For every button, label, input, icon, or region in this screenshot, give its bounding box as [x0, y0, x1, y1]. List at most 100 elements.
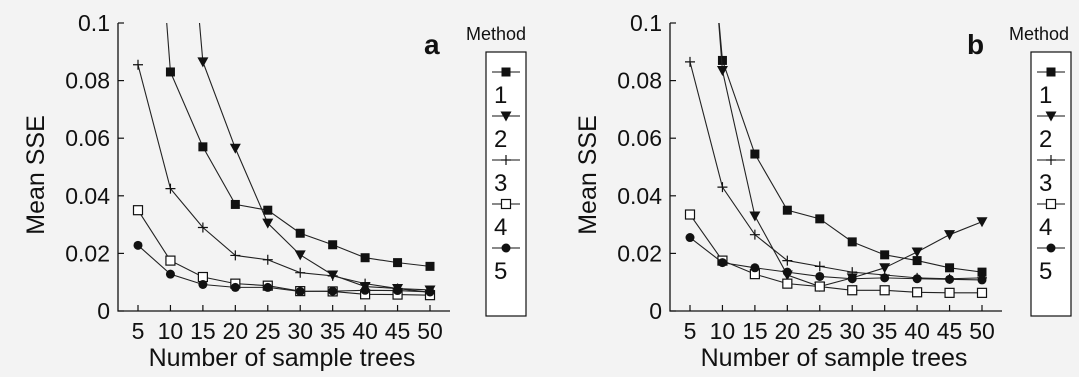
series-5 — [133, 240, 435, 297]
series-2 — [197, 23, 436, 296]
legend-label: 1 — [1039, 82, 1052, 109]
data-point — [295, 286, 305, 296]
series-line-3 — [137, 64, 431, 293]
legend-entry-2: 2 — [492, 111, 520, 153]
legend-entry-1: 1 — [1037, 67, 1065, 109]
legend-label: 3 — [1039, 170, 1052, 197]
x-tick-label: 50 — [417, 318, 443, 344]
legend-marker — [1046, 243, 1056, 253]
data-point — [750, 263, 760, 273]
series-4 — [684, 209, 988, 298]
legend-marker — [1046, 67, 1056, 77]
data-point — [230, 250, 241, 261]
y-tick-label: 0.1 — [630, 10, 662, 36]
series-line-4 — [689, 214, 982, 294]
y-tick-label: 0.02 — [617, 240, 662, 266]
data-point — [685, 233, 695, 243]
legend-label: 1 — [494, 82, 507, 109]
data-point — [814, 261, 825, 272]
series-line-3 — [689, 61, 983, 280]
x-tick-label: 30 — [839, 318, 865, 344]
x-tick-label: 45 — [937, 318, 963, 344]
series-line-5 — [137, 244, 431, 293]
series-line-1 — [166, 23, 431, 267]
data-point — [749, 229, 760, 240]
series-1 — [165, 23, 435, 271]
y-tick-label: 0 — [97, 298, 110, 324]
data-point — [165, 269, 175, 279]
data-point — [945, 274, 955, 284]
legend-label: 4 — [1039, 214, 1052, 241]
data-point — [814, 281, 825, 292]
series-3 — [685, 56, 987, 284]
series-1 — [717, 23, 987, 277]
data-point — [230, 199, 240, 209]
data-point — [716, 66, 728, 77]
legend-label: 2 — [494, 126, 507, 153]
legend-marker — [500, 111, 512, 122]
x-tick-label: 20 — [223, 318, 249, 344]
data-point — [717, 258, 727, 268]
data-point — [230, 282, 240, 292]
data-point — [263, 282, 273, 292]
x-tick-label: 40 — [352, 318, 378, 344]
data-point — [198, 280, 208, 290]
legend-title: Method — [466, 24, 526, 44]
legend-label: 3 — [494, 170, 507, 197]
x-tick-label: 10 — [158, 318, 184, 344]
series-2 — [716, 23, 988, 293]
legend-label: 2 — [1039, 126, 1052, 153]
data-point — [133, 240, 143, 250]
series-line-4 — [137, 209, 431, 296]
data-point — [393, 286, 403, 296]
y-tick-label: 0.04 — [65, 183, 110, 209]
data-point — [847, 274, 857, 284]
data-point — [133, 59, 143, 70]
series-line-2 — [718, 23, 983, 288]
data-point — [360, 285, 370, 295]
series-line-5 — [689, 237, 983, 281]
x-tick-label: 20 — [775, 318, 801, 344]
data-point — [684, 209, 696, 220]
y-tick-label: 0 — [649, 298, 662, 324]
data-point — [750, 149, 760, 159]
legend-entry-5: 5 — [1037, 243, 1065, 285]
data-point — [815, 271, 825, 281]
data-point — [911, 247, 923, 258]
data-point — [295, 228, 305, 238]
chart-panel-b: 00.020.040.060.080.15 10 15 20 25 30 35 40 45 50N… — [574, 10, 1072, 372]
x-tick-label: 35 — [320, 318, 346, 344]
x-tick-label: 30 — [287, 318, 313, 344]
x-axis-title: Number of sample trees — [701, 344, 968, 372]
legend-marker — [1045, 198, 1057, 210]
axes-frame — [117, 23, 450, 312]
legend-entry-4: 4 — [492, 198, 520, 241]
data-point — [717, 182, 728, 193]
data-point — [425, 261, 435, 271]
data-point — [879, 285, 890, 296]
data-point — [294, 250, 306, 261]
data-point — [847, 237, 857, 247]
legend-marker — [501, 243, 511, 253]
x-tick-label: 10 — [710, 318, 736, 344]
data-point — [132, 205, 144, 216]
panel-letter: b — [967, 29, 984, 60]
x-tick-label: 45 — [385, 318, 411, 344]
legend-marker — [1045, 111, 1057, 122]
legend-entry-4: 4 — [1037, 198, 1065, 241]
legend: 1 2 3 4 5 — [485, 51, 527, 317]
data-point — [782, 267, 792, 277]
y-axis-title: Mean SSE — [574, 115, 602, 235]
data-point — [976, 217, 988, 228]
data-point — [815, 214, 825, 224]
x-axis-title: Number of sample trees — [149, 344, 416, 372]
series-5 — [685, 233, 987, 285]
x-tick-label: 15 — [742, 318, 768, 344]
data-point — [782, 278, 793, 289]
data-point — [782, 205, 792, 215]
data-point — [977, 267, 987, 277]
data-point — [262, 254, 273, 265]
series-4 — [132, 205, 436, 301]
data-point — [197, 222, 208, 233]
data-point — [165, 183, 176, 194]
